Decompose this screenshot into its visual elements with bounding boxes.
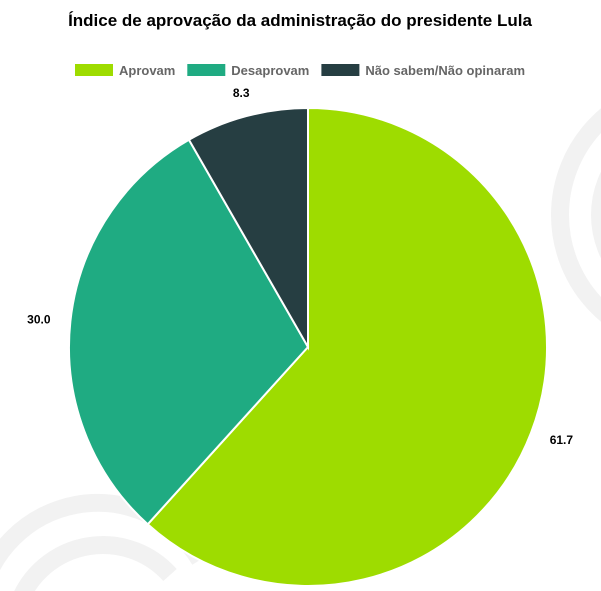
legend-item-desaprovam[interactable]: Desaprovam [187,63,309,78]
legend: Aprovam Desaprovam Não sabem/Não opinaram [75,63,525,78]
data-label-desaprovam: 30.0 [27,312,51,326]
legend-swatch [187,64,226,76]
legend-swatch [75,64,113,76]
legend-label: Não sabem/Não opinaram [365,63,525,78]
data-label-n-o-sabem-n-o-opinaram: 8.3 [233,86,250,100]
data-label-aprovam: 61.7 [550,433,574,447]
chart-title: Índice de aprovação da administração do … [68,11,532,30]
pie-slice-n-o-sabem-n-o-opinaram[interactable] [187,106,309,351]
data-labels: 61.7 30.0 8.3 [27,86,573,447]
legend-label: Aprovam [119,63,175,78]
pie-slice-desaprovam[interactable] [68,138,310,526]
pie-slice-aprovam[interactable] [146,106,548,587]
pie-slices [68,106,548,587]
legend-swatch [321,64,360,76]
legend-label: Desaprovam [231,63,309,78]
legend-item-aprovam[interactable]: Aprovam [75,63,175,78]
legend-item-n-o-sabem-n-o-opinaram[interactable]: Não sabem/Não opinaram [321,63,525,78]
